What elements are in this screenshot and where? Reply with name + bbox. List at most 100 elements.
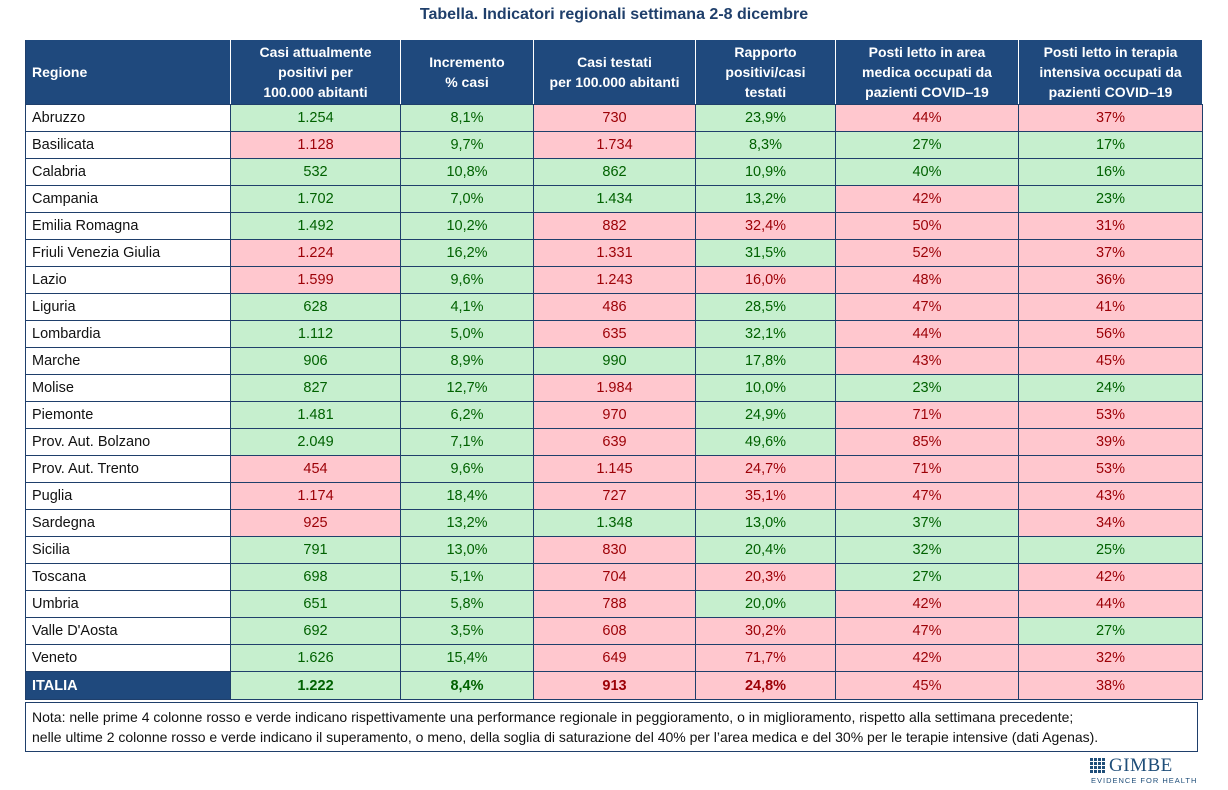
region-name: Prov. Aut. Trento bbox=[25, 455, 231, 483]
indicator-cell: 40% bbox=[835, 158, 1019, 186]
indicator-cell: 704 bbox=[533, 563, 696, 591]
indicator-cell: 24,8% bbox=[695, 671, 836, 700]
indicator-cell: 16% bbox=[1018, 158, 1203, 186]
table-row: Basilicata 1.128 9,7% 1.734 8,3% 27% 17% bbox=[25, 131, 1203, 159]
indicator-cell: 53% bbox=[1018, 455, 1203, 483]
indicator-cell: 12,7% bbox=[400, 374, 534, 402]
region-name: Veneto bbox=[25, 644, 231, 672]
gimbe-logo: GIMBE EVIDENCE FOR HEALTH bbox=[1090, 755, 1200, 787]
indicator-cell: 50% bbox=[835, 212, 1019, 240]
table-row: Molise 827 12,7% 1.984 10,0% 23% 24% bbox=[25, 374, 1203, 402]
indicator-cell: 692 bbox=[230, 617, 401, 645]
indicator-cell: 43% bbox=[1018, 482, 1203, 510]
indicator-cell: 41% bbox=[1018, 293, 1203, 321]
indicator-cell: 42% bbox=[835, 644, 1019, 672]
indicator-cell: 47% bbox=[835, 293, 1019, 321]
region-name: ITALIA bbox=[25, 671, 231, 700]
region-name: Valle D'Aosta bbox=[25, 617, 231, 645]
region-name: Lombardia bbox=[25, 320, 231, 348]
indicator-cell: 32% bbox=[835, 536, 1019, 564]
indicator-cell: 10,8% bbox=[400, 158, 534, 186]
indicator-cell: 639 bbox=[533, 428, 696, 456]
region-name: Sardegna bbox=[25, 509, 231, 537]
indicator-cell: 788 bbox=[533, 590, 696, 618]
region-name: Campania bbox=[25, 185, 231, 213]
header-row: Regione Casi attualmente positivi per 100.… bbox=[25, 39, 1203, 105]
indicator-cell: 6,2% bbox=[400, 401, 534, 429]
indicator-cell: 1.243 bbox=[533, 266, 696, 294]
indicator-cell: 10,2% bbox=[400, 212, 534, 240]
indicator-cell: 42% bbox=[1018, 563, 1203, 591]
indicator-cell: 16,0% bbox=[695, 266, 836, 294]
indicator-cell: 791 bbox=[230, 536, 401, 564]
logo-name: GIMBE bbox=[1109, 755, 1173, 776]
region-name: Toscana bbox=[25, 563, 231, 591]
indicator-cell: 45% bbox=[1018, 347, 1203, 375]
indicator-cell: 25% bbox=[1018, 536, 1203, 564]
indicator-cell: 1.599 bbox=[230, 266, 401, 294]
indicator-cell: 5,8% bbox=[400, 590, 534, 618]
indicator-cell: 913 bbox=[533, 671, 696, 700]
indicator-cell: 7,1% bbox=[400, 428, 534, 456]
indicator-cell: 9,6% bbox=[400, 266, 534, 294]
indicator-cell: 1.224 bbox=[230, 239, 401, 267]
indicator-cell: 651 bbox=[230, 590, 401, 618]
header-rapporto: Rapporto positivi/casi testati bbox=[695, 39, 836, 105]
table-row: Umbria 651 5,8% 788 20,0% 42% 44% bbox=[25, 590, 1203, 618]
footnote-line-1: Nota: nelle prime 4 colonne rosso e verd… bbox=[32, 709, 1074, 725]
table-row: Puglia 1.174 18,4% 727 35,1% 47% 43% bbox=[25, 482, 1203, 510]
indicator-cell: 47% bbox=[835, 617, 1019, 645]
indicator-cell: 23% bbox=[1018, 185, 1203, 213]
table-row: Sardegna 925 13,2% 1.348 13,0% 37% 34% bbox=[25, 509, 1203, 537]
indicator-cell: 37% bbox=[1018, 239, 1203, 267]
header-area-medica: Posti letto in area medica occupati da paz… bbox=[835, 39, 1019, 105]
indicator-cell: 1.331 bbox=[533, 239, 696, 267]
region-name: Lazio bbox=[25, 266, 231, 294]
indicator-cell: 882 bbox=[533, 212, 696, 240]
indicator-cell: 1.481 bbox=[230, 401, 401, 429]
indicator-cell: 13,2% bbox=[400, 509, 534, 537]
region-name: Emilia Romagna bbox=[25, 212, 231, 240]
indicator-cell: 20,3% bbox=[695, 563, 836, 591]
table-row: Marche 906 8,9% 990 17,8% 43% 45% bbox=[25, 347, 1203, 375]
table-row: Friuli Venezia Giulia 1.224 16,2% 1.331 31,5… bbox=[25, 239, 1203, 267]
total-row: ITALIA 1.222 8,4% 913 24,8% 45% 38% bbox=[25, 671, 1203, 700]
region-name: Basilicata bbox=[25, 131, 231, 159]
indicator-cell: 56% bbox=[1018, 320, 1203, 348]
indicator-cell: 13,0% bbox=[695, 509, 836, 537]
table-row: Sicilia 791 13,0% 830 20,4% 32% 25% bbox=[25, 536, 1203, 564]
indicator-cell: 1.734 bbox=[533, 131, 696, 159]
indicator-cell: 43% bbox=[835, 347, 1019, 375]
gimbe-grid-icon bbox=[1090, 757, 1106, 773]
indicator-cell: 1.626 bbox=[230, 644, 401, 672]
indicator-cell: 20,0% bbox=[695, 590, 836, 618]
table-body: Abruzzo 1.254 8,1% 730 23,9% 44% 37% Basilicata… bbox=[25, 104, 1203, 700]
indicator-cell: 32% bbox=[1018, 644, 1203, 672]
table-row: Lombardia 1.112 5,0% 635 32,1% 44% 56% bbox=[25, 320, 1203, 348]
indicator-cell: 30,2% bbox=[695, 617, 836, 645]
indicator-cell: 608 bbox=[533, 617, 696, 645]
indicator-cell: 27% bbox=[835, 563, 1019, 591]
indicator-cell: 1.145 bbox=[533, 455, 696, 483]
indicator-cell: 727 bbox=[533, 482, 696, 510]
indicator-cell: 862 bbox=[533, 158, 696, 186]
indicator-cell: 1.492 bbox=[230, 212, 401, 240]
table-row: Campania 1.702 7,0% 1.434 13,2% 42% 23% bbox=[25, 185, 1203, 213]
indicator-cell: 13,2% bbox=[695, 185, 836, 213]
indicator-cell: 5,1% bbox=[400, 563, 534, 591]
indicator-cell: 649 bbox=[533, 644, 696, 672]
indicator-cell: 15,4% bbox=[400, 644, 534, 672]
header-terapia-intensiva: Posti letto in terapia intensiva occupati… bbox=[1018, 39, 1203, 105]
indicator-cell: 2.049 bbox=[230, 428, 401, 456]
indicator-cell: 44% bbox=[1018, 590, 1203, 618]
indicator-cell: 698 bbox=[230, 563, 401, 591]
indicator-cell: 47% bbox=[835, 482, 1019, 510]
table-row: Piemonte 1.481 6,2% 970 24,9% 71% 53% bbox=[25, 401, 1203, 429]
indicator-cell: 23% bbox=[835, 374, 1019, 402]
indicator-cell: 8,1% bbox=[400, 104, 534, 132]
indicator-cell: 830 bbox=[533, 536, 696, 564]
indicator-cell: 4,1% bbox=[400, 293, 534, 321]
indicator-cell: 1.112 bbox=[230, 320, 401, 348]
indicator-cell: 18,4% bbox=[400, 482, 534, 510]
indicator-cell: 8,3% bbox=[695, 131, 836, 159]
